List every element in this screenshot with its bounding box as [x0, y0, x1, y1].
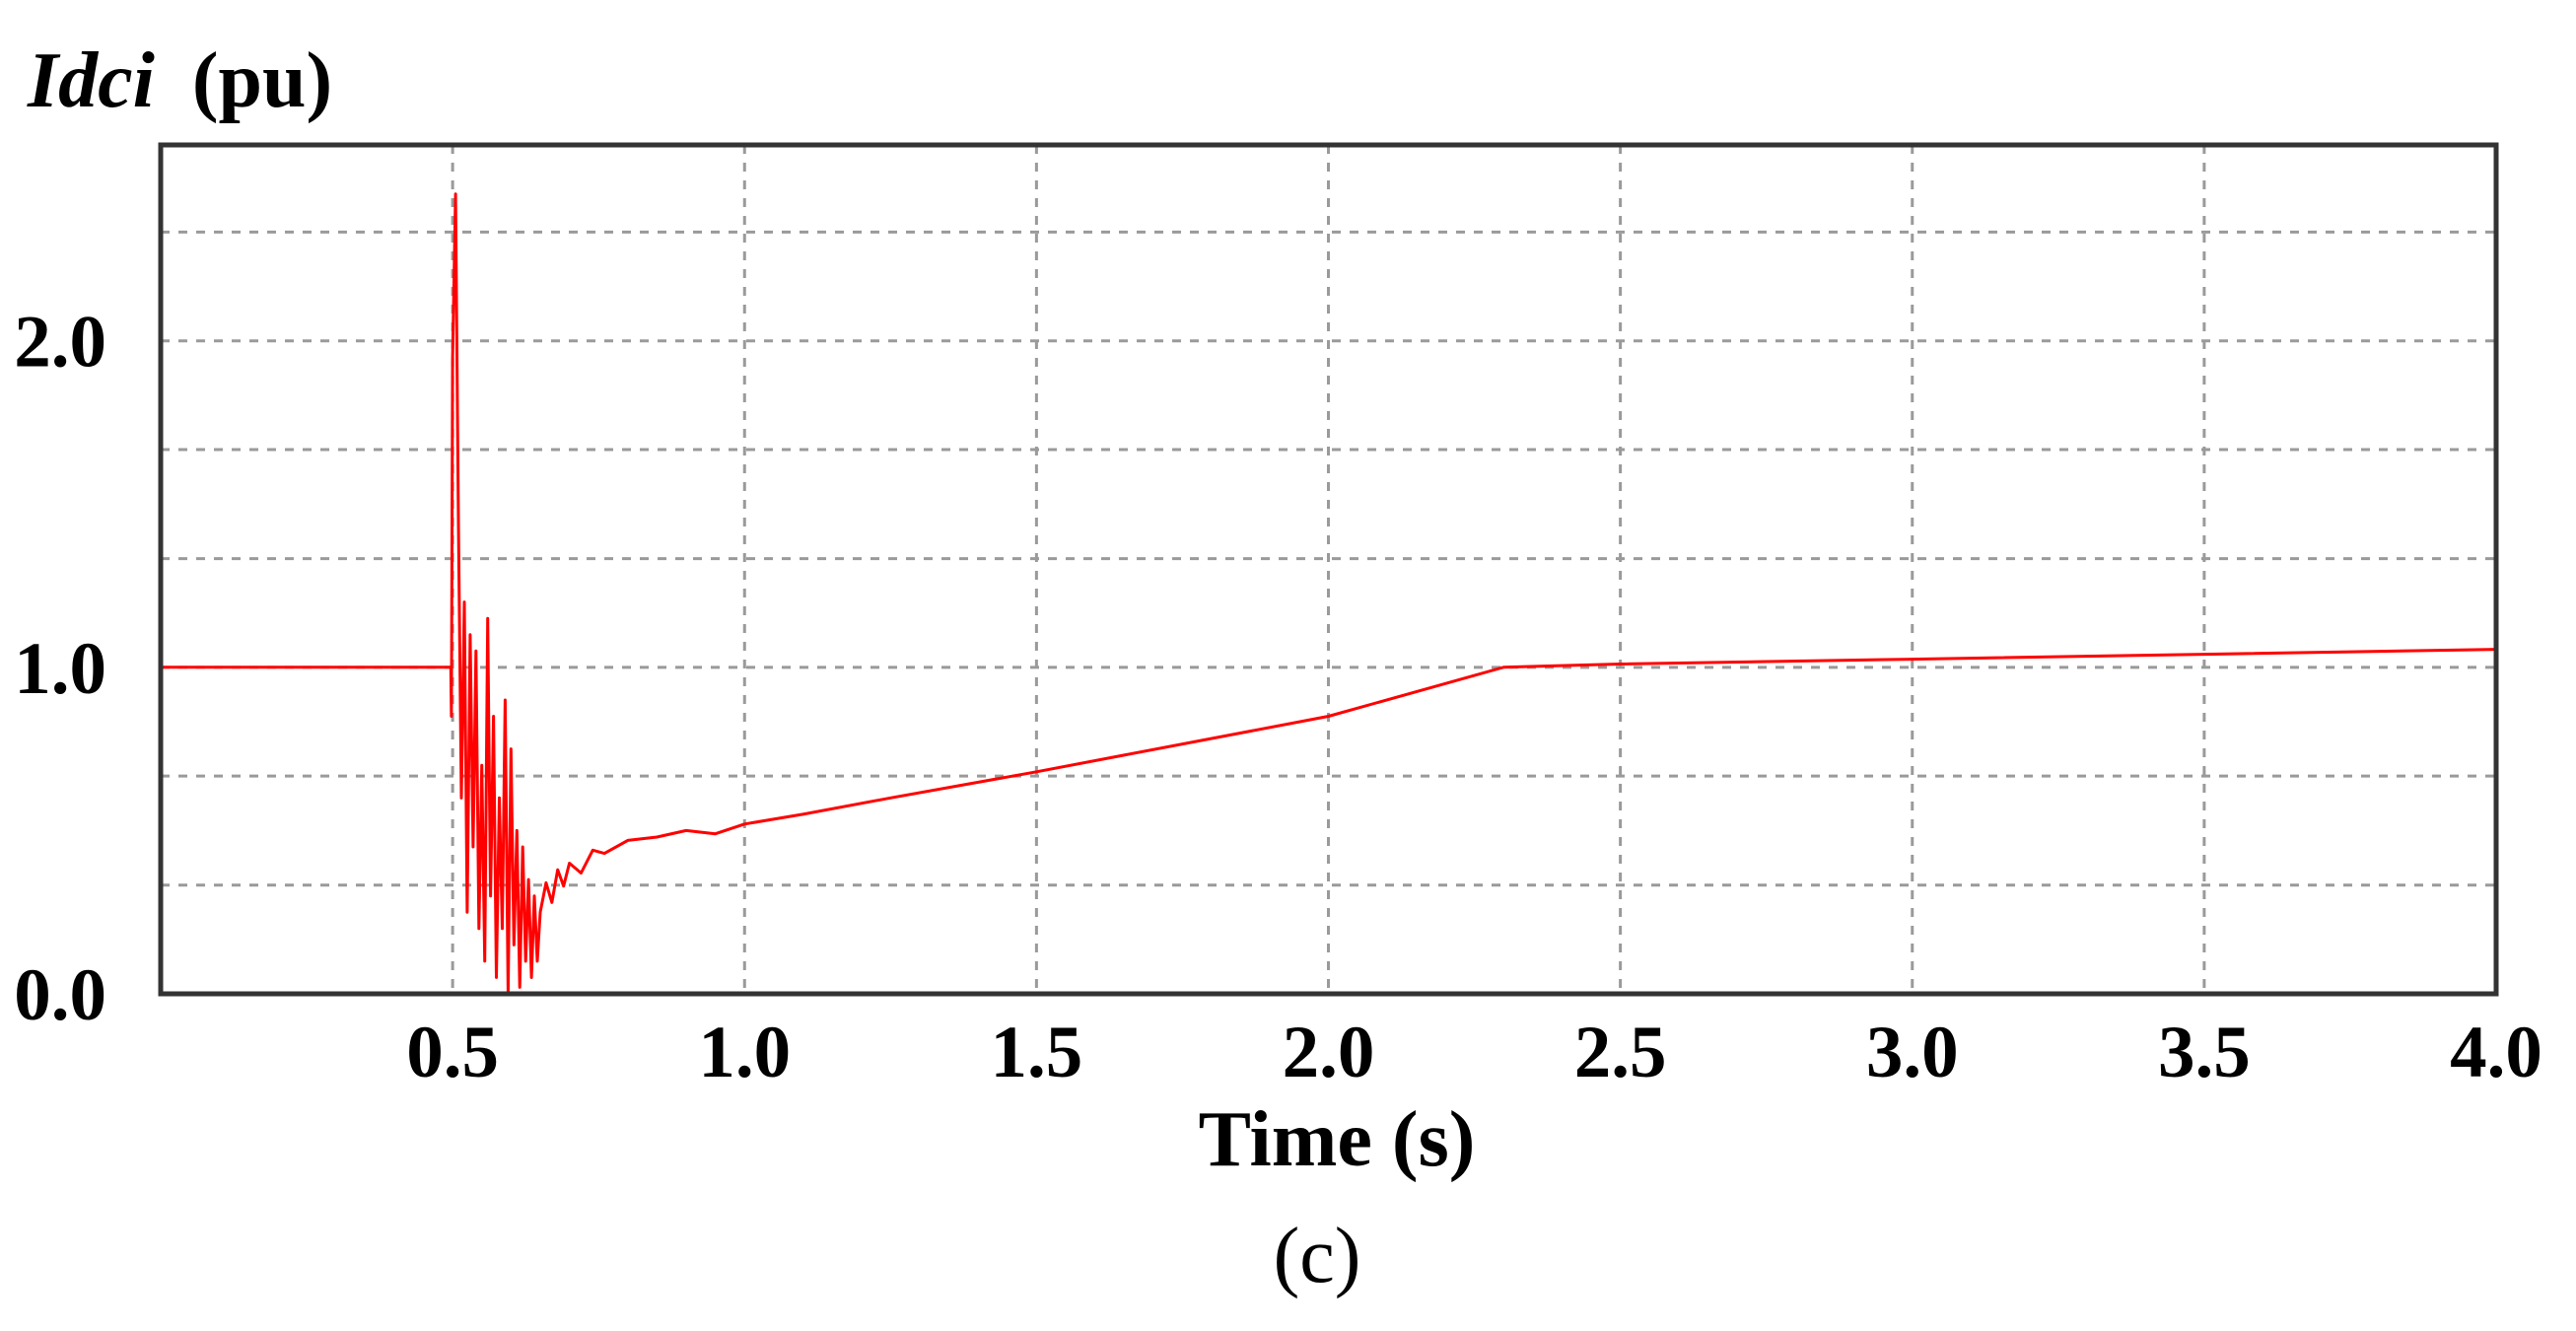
x-tick-label: 0.5 [406, 1012, 499, 1093]
plot-frame [158, 142, 2499, 997]
x-tick-label: 3.0 [1866, 1012, 1959, 1093]
y-tick-label: 2.0 [14, 302, 106, 384]
tick-labels: 0.5 1.0 1.5 2.0 2.5 3.0 3.5 4.0 0.0 1.0 2.0 [14, 302, 2542, 1093]
x-tick-label: 1.5 [991, 1012, 1083, 1093]
figure-caption: (c) [1274, 1213, 1361, 1299]
x-tick-label: 2.0 [1283, 1012, 1375, 1093]
y-tick-label: 0.0 [14, 954, 106, 1036]
x-tick-label: 1.0 [698, 1012, 791, 1093]
x-tick-label: 2.5 [1574, 1012, 1667, 1093]
y-tick-label: 1.0 [14, 628, 106, 710]
series-layer [161, 192, 2497, 996]
x-axis-label: Time (s) [1199, 1096, 1476, 1183]
y-axis-label-variable: Idci [27, 37, 155, 124]
y-axis-label-unit: (pu) [192, 37, 332, 124]
x-tick-label: 3.5 [2158, 1012, 2251, 1093]
y-axis-label: Idci (pu) [27, 37, 332, 124]
series-line-0 [161, 192, 2497, 996]
x-tick-label: 4.0 [2450, 1012, 2542, 1093]
